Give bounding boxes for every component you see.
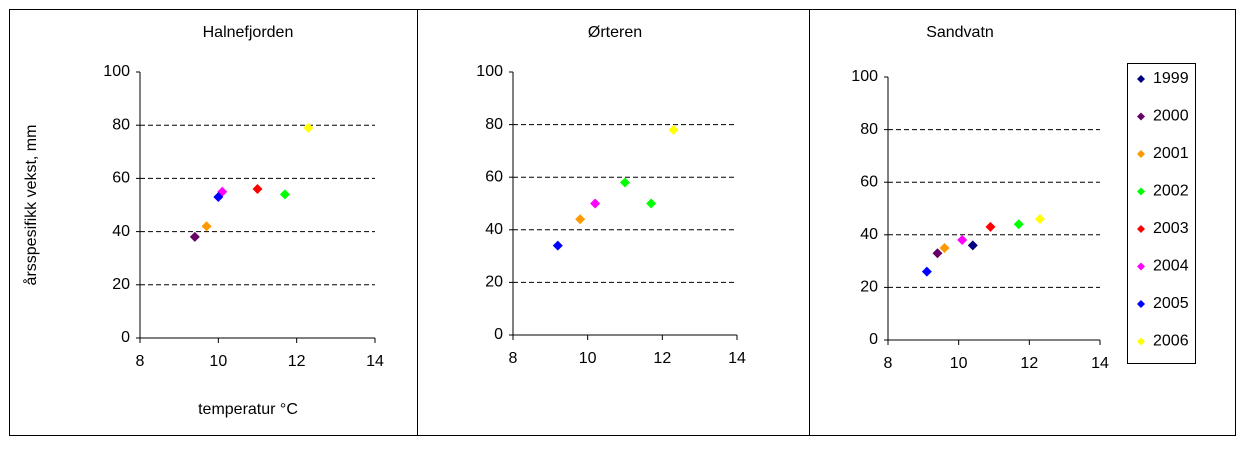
y-axis-label: årsspesifikk vekst, mm — [22, 125, 40, 286]
x-tick-label: 12 — [653, 350, 671, 367]
y-tick-label: 20 — [485, 274, 503, 291]
point — [985, 221, 996, 232]
y-tick-label: 60 — [112, 170, 130, 187]
legend-marker — [1137, 150, 1145, 158]
chart-title: Halnefjorden — [203, 24, 294, 41]
chart-title: Ørteren — [588, 24, 642, 41]
y-tick-label: 40 — [112, 223, 130, 240]
x-tick-label: 14 — [728, 350, 746, 367]
point — [620, 177, 630, 188]
x-tick-label: 10 — [950, 355, 968, 372]
legend-label: 2002 — [1153, 183, 1189, 200]
point — [213, 192, 224, 203]
point — [590, 198, 601, 209]
y-tick-label: 0 — [121, 329, 130, 346]
legend-marker — [1137, 337, 1145, 346]
y-tick-label: 60 — [860, 173, 878, 190]
point — [939, 242, 950, 253]
legend-marker — [1137, 300, 1145, 308]
point — [201, 221, 212, 232]
y-tick-label: 80 — [112, 116, 130, 133]
x-tick-label: 14 — [1091, 355, 1109, 372]
legend-label: 2005 — [1153, 295, 1189, 312]
y-tick-label: 100 — [851, 68, 878, 85]
y-tick-label: 40 — [860, 226, 878, 243]
point — [967, 240, 978, 251]
point — [957, 235, 968, 246]
legend-label: 2000 — [1153, 108, 1189, 125]
x-tick-label: 14 — [366, 353, 384, 370]
point — [552, 240, 563, 251]
y-tick-label: 100 — [476, 63, 503, 80]
frame — [9, 9, 1236, 436]
legend-label: 2003 — [1153, 220, 1189, 237]
legend-marker — [1137, 225, 1145, 233]
y-tick-label: 100 — [103, 63, 130, 80]
y-tick-label: 80 — [485, 116, 503, 133]
legend-marker — [1137, 112, 1145, 121]
x-tick-label: 10 — [579, 350, 597, 367]
chart-title: Sandvatn — [926, 24, 994, 41]
legend-label: 2004 — [1153, 258, 1189, 275]
point — [921, 266, 932, 277]
point — [1013, 219, 1024, 230]
point — [279, 189, 290, 200]
point — [575, 214, 586, 225]
point — [932, 248, 943, 259]
point — [646, 198, 657, 209]
x-tick-label: 12 — [288, 353, 306, 370]
y-tick-label: 20 — [860, 279, 878, 296]
y-tick-label: 0 — [494, 326, 503, 343]
legend-label: 2006 — [1153, 333, 1189, 350]
x-axis-label: temperatur °C — [198, 401, 298, 418]
legend-label: 1999 — [1153, 70, 1189, 87]
legend-box — [1127, 63, 1196, 364]
point — [303, 122, 314, 133]
point — [189, 231, 200, 242]
y-tick-label: 0 — [869, 331, 878, 348]
point — [1034, 214, 1045, 225]
y-tick-label: 80 — [860, 121, 878, 138]
x-tick-label: 10 — [209, 353, 227, 370]
legend-marker — [1137, 187, 1145, 196]
legend-label: 2001 — [1153, 145, 1189, 162]
x-tick-label: 8 — [884, 355, 893, 372]
point — [252, 184, 263, 195]
legend-marker — [1137, 75, 1145, 83]
y-tick-label: 40 — [485, 221, 503, 238]
point — [668, 124, 679, 135]
x-tick-label: 8 — [509, 350, 518, 367]
legend-marker — [1137, 262, 1145, 271]
x-tick-label: 12 — [1020, 355, 1038, 372]
y-tick-label: 60 — [485, 168, 503, 185]
x-tick-label: 8 — [136, 353, 145, 370]
y-tick-label: 20 — [112, 276, 130, 293]
